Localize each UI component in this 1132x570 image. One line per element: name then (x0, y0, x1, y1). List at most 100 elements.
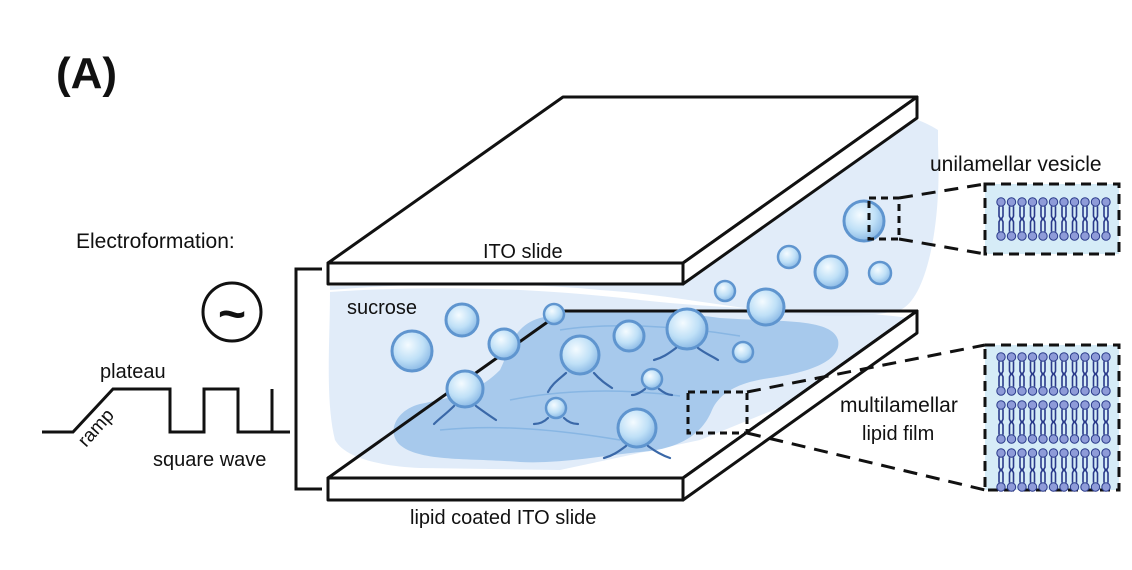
lipid-head (1006, 434, 1017, 444)
lipid-tail (998, 420, 1004, 435)
lipid-head (1006, 231, 1017, 241)
lipid-tail (1092, 468, 1099, 483)
lipid-tail (1103, 468, 1109, 483)
lipid-head (1027, 231, 1038, 241)
lipid-tail (1071, 372, 1078, 387)
vesicle (445, 369, 485, 409)
lipid-head (1027, 482, 1038, 492)
lipid-head (1038, 352, 1048, 362)
vesicle (487, 327, 521, 361)
lipid-film-edge (439, 324, 741, 441)
lipid-head (1080, 352, 1090, 362)
lipid-tail (1029, 217, 1036, 232)
lipid-head (1027, 448, 1038, 458)
lipid-head (996, 434, 1006, 444)
lipid-tail (998, 372, 1004, 387)
lipid-tail (1019, 468, 1025, 483)
lipid-head (1027, 434, 1038, 444)
lipid-tail (1092, 217, 1099, 232)
lipid-head (996, 448, 1006, 458)
lipid-head (1090, 434, 1101, 444)
lipid-tail (1040, 468, 1046, 483)
vesicle (559, 334, 601, 376)
lipid-tail (1082, 217, 1088, 232)
lipid-head (1059, 231, 1069, 241)
waveform-square-wave-label: square wave (153, 449, 266, 471)
lipid-head (1017, 352, 1027, 362)
lipid-head (1038, 434, 1048, 444)
vesicle (390, 329, 434, 373)
lipid-head (1069, 197, 1080, 207)
lipid-head (996, 482, 1006, 492)
lipid-head (996, 400, 1006, 410)
vesicle (665, 307, 709, 351)
vesicle (776, 244, 802, 270)
lipid-head (1090, 231, 1101, 241)
lipid-head (1038, 482, 1048, 492)
lipid-head (1038, 197, 1048, 207)
lipid-tail (1050, 420, 1057, 435)
lipid-head (1017, 482, 1027, 492)
lipid-head (1048, 400, 1059, 410)
lipid-head (1006, 197, 1017, 207)
lipid-head (1048, 386, 1059, 396)
lipid-tail (1092, 420, 1099, 435)
waveform-line (42, 387, 290, 434)
lipid-head (1069, 352, 1080, 362)
lipid-head (1069, 448, 1080, 458)
lipid-tail (1050, 217, 1057, 232)
lipid-head (996, 231, 1006, 241)
lipid-tail (1082, 372, 1088, 387)
lipid-head (1069, 482, 1080, 492)
lipid-head (1101, 482, 1111, 492)
lipid-head (1059, 448, 1069, 458)
lipid-film-label: lipid film (862, 423, 934, 445)
lipid-tail (998, 217, 1004, 232)
lipid-head (1017, 231, 1027, 241)
lipid-tail (1061, 420, 1067, 435)
bottom-slide-label: lipid coated ITO slide (410, 507, 596, 529)
panel-label: (A) (56, 49, 117, 98)
lipid-head (1006, 400, 1017, 410)
electroformation-title: Electroformation: (76, 230, 235, 253)
lipid-head (1048, 482, 1059, 492)
lipid-bilayer-unilamellar (996, 197, 1111, 241)
lipid-tail (1092, 372, 1099, 387)
top-ito-slide-side-face (681, 95, 919, 286)
vesicle (867, 260, 893, 286)
bottom-ito-slide-front-face (326, 476, 685, 502)
lipid-head (1069, 434, 1080, 444)
lipid-tail (1050, 372, 1057, 387)
lipid-head (1090, 352, 1101, 362)
lipid-head (1080, 231, 1090, 241)
lipid-head (1090, 386, 1101, 396)
lipid-head (1059, 434, 1069, 444)
lipid-head (1038, 448, 1048, 458)
lipid-head (1048, 231, 1059, 241)
vesicle (616, 407, 658, 449)
lipid-head (1017, 400, 1027, 410)
multilamellar-zoom-box (686, 390, 749, 435)
lipid-tail (1061, 217, 1067, 232)
lipid-tail (1040, 372, 1046, 387)
lipid-tail (1050, 468, 1057, 483)
lipid-head (1059, 400, 1069, 410)
lipid-head (1006, 352, 1017, 362)
lipid-head (1080, 400, 1090, 410)
lipid-head (1101, 386, 1111, 396)
lipid-tail (1071, 217, 1078, 232)
lipid-tail (1071, 468, 1078, 483)
lipid-tail (1019, 420, 1025, 435)
lipid-head (1059, 197, 1069, 207)
top-ito-slide-front-face (326, 261, 685, 286)
lipid-head (1006, 386, 1017, 396)
lipid-tail (1040, 420, 1046, 435)
unilamellar-inset (983, 182, 1121, 256)
lipid-tail (1008, 420, 1015, 435)
lipid-head (1080, 482, 1090, 492)
lipid-head (1038, 400, 1048, 410)
lipid-tail (1019, 217, 1025, 232)
lipid-tail (1040, 217, 1046, 232)
lipid-head (1017, 434, 1027, 444)
lipid-head (1080, 434, 1090, 444)
